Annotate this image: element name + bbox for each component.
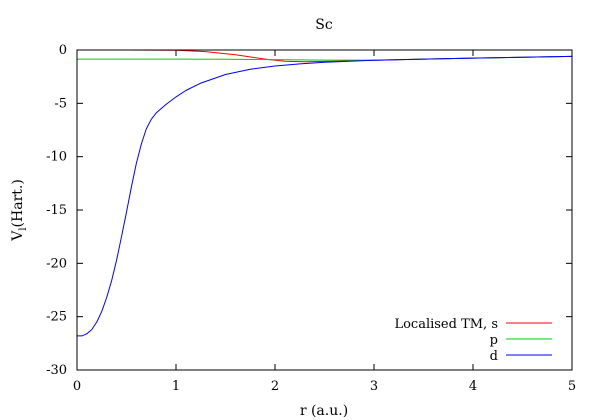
y-tick-label: 0: [59, 43, 67, 58]
svg-text:Vl(Hart.): Vl(Hart.): [10, 179, 29, 242]
legend: Localised TM, spd: [394, 317, 552, 364]
x-tick-label: 1: [172, 379, 180, 394]
y-tick-label: -30: [46, 363, 67, 378]
y-axis-title-symbol: V: [10, 230, 26, 242]
y-tick-label: -25: [46, 310, 67, 325]
y-axis-title-unit: (Hart.): [10, 179, 26, 227]
series-line-2: [77, 55, 573, 337]
y-tick-label: -20: [46, 256, 67, 271]
y-tick-label: -10: [46, 150, 67, 165]
x-tick-label: 4: [469, 379, 477, 394]
y-tick-label: -5: [54, 96, 67, 111]
x-axis-title: r (a.u.): [300, 403, 348, 419]
y-axis-title: Vl(Hart.): [10, 179, 29, 242]
series-lines: [77, 49, 573, 337]
legend-label-1: p: [490, 333, 498, 348]
x-tick-label: 2: [271, 379, 279, 394]
y-axis-title-subscript: l: [18, 227, 29, 230]
x-tick-label: 5: [568, 379, 576, 394]
legend-label-2: d: [490, 349, 498, 364]
plot-frame: [76, 49, 573, 371]
legend-label-0: Localised TM, s: [394, 317, 498, 332]
x-tick-label: 0: [73, 379, 81, 394]
chart-title: Sc: [315, 17, 333, 33]
x-tick-label: 3: [370, 379, 378, 394]
y-tick-label: -15: [46, 203, 67, 218]
series-line-1: [77, 55, 573, 61]
